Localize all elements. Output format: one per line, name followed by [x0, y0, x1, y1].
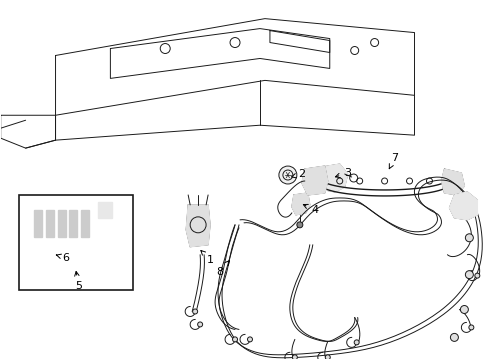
- Circle shape: [197, 322, 203, 327]
- Polygon shape: [70, 210, 77, 237]
- Circle shape: [466, 271, 473, 279]
- Circle shape: [233, 337, 238, 342]
- Circle shape: [450, 333, 458, 341]
- Circle shape: [475, 273, 480, 278]
- Polygon shape: [441, 169, 465, 195]
- Circle shape: [293, 355, 297, 360]
- Text: 4: 4: [303, 204, 318, 215]
- Text: 7: 7: [389, 153, 398, 169]
- Circle shape: [469, 325, 474, 330]
- Text: 8: 8: [217, 261, 229, 276]
- Polygon shape: [302, 166, 328, 195]
- Polygon shape: [292, 193, 310, 215]
- Text: 3: 3: [336, 168, 351, 178]
- Polygon shape: [449, 192, 477, 220]
- FancyBboxPatch shape: [19, 195, 133, 289]
- Text: 6: 6: [56, 253, 69, 263]
- Polygon shape: [34, 210, 42, 237]
- Circle shape: [193, 309, 197, 314]
- Polygon shape: [46, 210, 53, 237]
- Circle shape: [461, 306, 468, 314]
- Text: 5: 5: [74, 271, 82, 291]
- Circle shape: [466, 234, 473, 242]
- Polygon shape: [81, 210, 90, 237]
- Polygon shape: [98, 202, 112, 218]
- Text: 1: 1: [201, 251, 214, 265]
- Circle shape: [325, 355, 330, 360]
- Circle shape: [354, 340, 359, 345]
- Text: 2: 2: [292, 169, 305, 179]
- Circle shape: [297, 222, 303, 228]
- Circle shape: [279, 166, 297, 184]
- Polygon shape: [320, 164, 348, 192]
- Circle shape: [247, 337, 252, 342]
- Polygon shape: [186, 205, 210, 247]
- Polygon shape: [57, 210, 66, 237]
